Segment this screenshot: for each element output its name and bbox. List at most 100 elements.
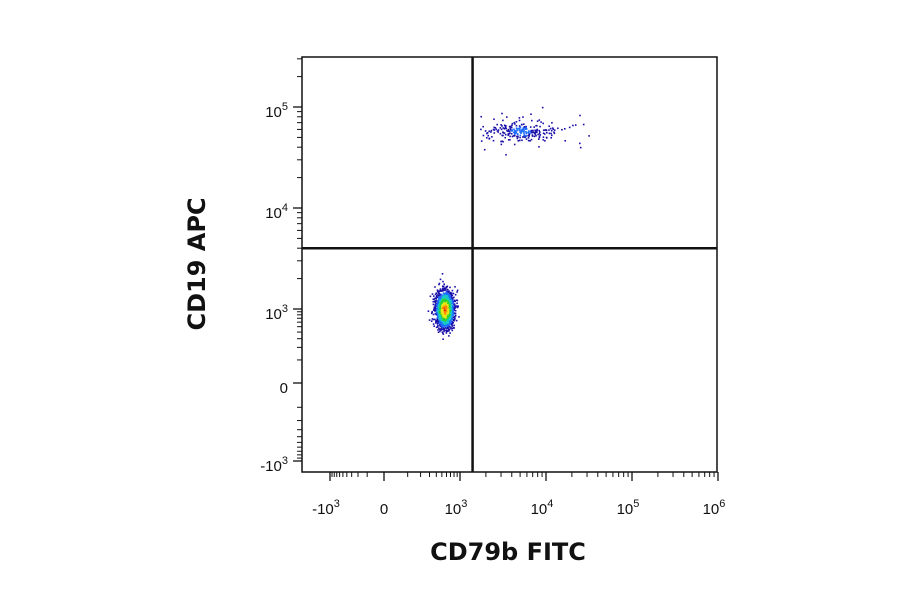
event-point <box>454 315 457 317</box>
event-point <box>441 305 443 307</box>
event-point <box>436 314 438 316</box>
event-point <box>449 322 451 324</box>
event-point <box>496 123 498 126</box>
event-point <box>433 325 435 327</box>
event-point <box>542 129 545 132</box>
event-point <box>588 135 590 137</box>
event-point <box>515 121 518 123</box>
event-point <box>435 292 438 294</box>
x-tick-label: 104 <box>531 498 554 518</box>
event-point <box>437 299 439 302</box>
event-point <box>486 137 488 139</box>
event-point <box>445 313 448 316</box>
event-point <box>448 315 450 317</box>
event-point <box>443 324 445 327</box>
event-point <box>446 290 449 293</box>
event-point <box>446 318 448 320</box>
event-point <box>451 323 453 325</box>
event-point <box>444 320 447 322</box>
event-point <box>482 125 484 128</box>
event-point <box>548 132 551 135</box>
event-point <box>450 298 452 300</box>
event-point <box>450 296 453 299</box>
event-point <box>493 126 495 129</box>
event-point <box>446 328 448 330</box>
event-point <box>441 304 444 306</box>
event-point <box>439 289 441 292</box>
event-point <box>452 292 455 295</box>
event-point <box>440 302 443 305</box>
event-point <box>443 330 445 333</box>
event-point <box>538 119 541 121</box>
event-point <box>440 290 442 292</box>
event-point <box>451 329 454 332</box>
event-point <box>579 142 581 145</box>
event-point <box>440 312 443 315</box>
event-point <box>453 307 456 309</box>
event-point <box>431 312 433 315</box>
event-point <box>510 129 512 132</box>
event-point <box>448 302 450 305</box>
event-point <box>501 125 503 127</box>
x-tick-label: 103 <box>445 498 468 518</box>
event-point <box>445 291 448 294</box>
event-point <box>453 324 455 327</box>
event-point <box>428 319 431 321</box>
event-point <box>443 303 446 306</box>
event-point <box>449 309 452 311</box>
event-point <box>437 309 440 312</box>
event-point <box>434 297 436 300</box>
event-point <box>553 129 556 131</box>
event-point <box>503 132 506 134</box>
event-point <box>444 313 447 315</box>
event-point <box>438 324 441 326</box>
event-point <box>433 308 436 311</box>
event-point <box>442 294 444 297</box>
event-point <box>527 139 530 142</box>
event-point <box>444 310 446 312</box>
event-point <box>451 311 454 313</box>
event-point <box>437 298 440 300</box>
event-point <box>533 131 535 134</box>
event-point <box>511 129 514 131</box>
event-point <box>438 313 440 316</box>
event-point <box>525 132 528 134</box>
event-point <box>513 133 516 135</box>
event-point <box>450 292 452 294</box>
event-point <box>450 294 453 296</box>
event-point <box>521 129 524 132</box>
event-point <box>446 320 449 322</box>
event-point <box>505 125 507 127</box>
event-point <box>438 294 440 297</box>
event-point <box>442 322 445 325</box>
event-point <box>438 315 441 318</box>
event-point <box>434 310 436 312</box>
event-point <box>442 338 444 340</box>
event-point <box>582 123 585 126</box>
event-point <box>445 300 448 302</box>
event-point <box>443 323 445 326</box>
plot-frame <box>301 56 718 473</box>
event-point <box>542 139 545 141</box>
event-point <box>509 132 511 134</box>
event-point <box>448 297 451 300</box>
event-point <box>435 326 438 329</box>
event-point <box>542 132 545 134</box>
event-point <box>519 139 521 142</box>
event-point <box>440 293 443 296</box>
event-point <box>516 129 518 131</box>
event-point <box>543 133 546 135</box>
event-point <box>522 130 525 133</box>
event-point <box>530 129 533 132</box>
x-tick-label: 0 <box>380 501 388 518</box>
event-point <box>499 132 502 135</box>
event-point <box>441 285 444 288</box>
event-point <box>437 303 439 306</box>
event-point <box>528 133 531 135</box>
event-point <box>446 316 449 318</box>
event-point <box>441 315 443 317</box>
event-point <box>444 323 446 325</box>
event-point <box>444 317 446 319</box>
event-point <box>456 302 458 305</box>
